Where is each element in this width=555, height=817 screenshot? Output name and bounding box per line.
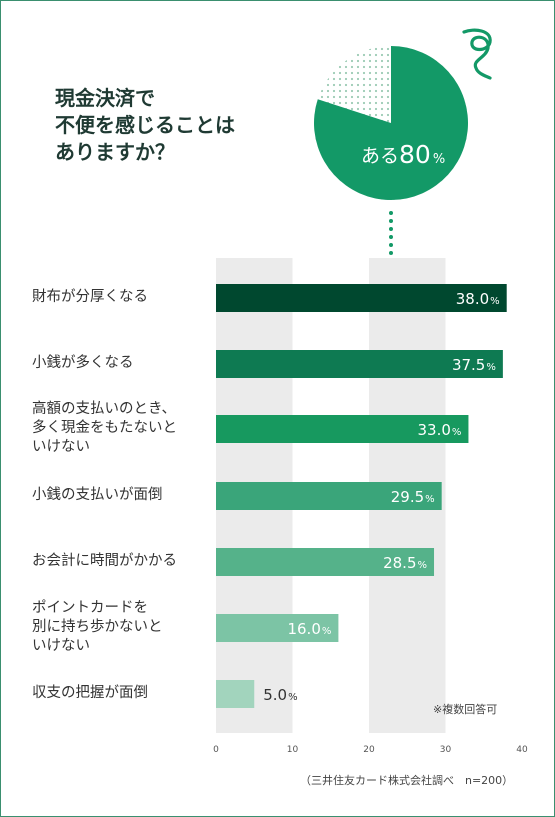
category-label: お会計に時間がかかる xyxy=(32,552,217,571)
category-label-line: お会計に時間がかかる xyxy=(32,552,177,569)
bar xyxy=(216,680,255,708)
category-label-line: 小銭が多くなる xyxy=(32,354,134,371)
bar-value-label: 37.5% xyxy=(452,356,496,374)
category-label-line: 小銭の支払いが面倒 xyxy=(32,486,163,503)
bar-value-label: 16.0% xyxy=(287,620,331,638)
squiggle-doodle-icon xyxy=(462,28,492,80)
x-tick-label: 40 xyxy=(516,745,528,755)
survey-question-title: 現金決済で 不便を感じることは ありますか？ xyxy=(55,85,235,166)
category-label: 財布が分厚くなる xyxy=(32,288,217,307)
pie-chart: ある 80% xyxy=(314,46,469,201)
bar xyxy=(216,284,507,312)
bar-value-label: 38.0% xyxy=(456,290,500,308)
category-label-line: 別に持ち歩かないと xyxy=(32,618,163,635)
x-tick-label: 10 xyxy=(287,745,299,755)
category-label-line: ポイントカードを xyxy=(32,599,148,616)
pie-main-slice xyxy=(314,46,469,201)
bar-value-label: 33.0% xyxy=(418,421,462,439)
pie-label: ある xyxy=(361,145,399,167)
bar xyxy=(216,350,503,378)
bar xyxy=(216,482,442,510)
title-line: ありますか？ xyxy=(55,140,175,164)
category-label-line: 多く現金をもたないと xyxy=(32,419,177,436)
multiple-answer-note: ※複数回答可 xyxy=(433,703,498,716)
category-label-line: 収支の把握が面倒 xyxy=(32,684,148,701)
bar xyxy=(216,415,469,443)
pie-value: 80% xyxy=(399,140,445,169)
bar-value-label: 5.0% xyxy=(263,686,297,704)
title-line: 不便を感じることは xyxy=(55,113,235,137)
source-credit: （三井住友カード株式会社調べ n=200） xyxy=(300,774,514,787)
bar xyxy=(216,548,435,576)
category-label: ポイントカードを 別に持ち歩かないと いけない xyxy=(32,599,217,656)
bar-value-label: 29.5% xyxy=(391,488,435,506)
category-label-line: 高額の支払いのとき、 xyxy=(32,400,176,417)
x-tick-label: 30 xyxy=(440,745,452,755)
category-label: 高額の支払いのとき、 多く現金をもたないと いけない xyxy=(32,400,217,457)
x-tick-label: 20 xyxy=(363,745,375,755)
pie-value-number: 80 xyxy=(399,140,431,169)
category-label-line: いけない xyxy=(32,637,90,654)
x-tick-label: 0 xyxy=(213,745,219,755)
bar-value-label: 28.5% xyxy=(383,554,427,572)
category-label-line: いけない xyxy=(32,438,90,455)
bar xyxy=(216,614,339,642)
category-label: 小銭の支払いが面倒 xyxy=(32,486,217,505)
category-label: 小銭が多くなる xyxy=(32,354,217,373)
category-label-line: 財布が分厚くなる xyxy=(32,288,148,305)
title-line: 現金決済で xyxy=(55,86,155,110)
category-label: 収支の把握が面倒 xyxy=(32,684,217,703)
pie-value-unit: % xyxy=(433,152,445,167)
